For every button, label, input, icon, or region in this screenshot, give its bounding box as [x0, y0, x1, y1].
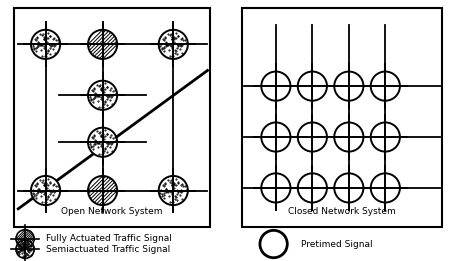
Ellipse shape	[259, 230, 287, 258]
Ellipse shape	[261, 122, 290, 152]
Ellipse shape	[16, 240, 34, 258]
Ellipse shape	[88, 81, 117, 110]
Bar	[14, 8, 209, 227]
Ellipse shape	[297, 173, 326, 203]
Ellipse shape	[370, 173, 399, 203]
Ellipse shape	[88, 176, 117, 205]
Ellipse shape	[158, 30, 187, 59]
Ellipse shape	[261, 173, 290, 203]
Text: Open Network System: Open Network System	[61, 207, 162, 216]
Ellipse shape	[334, 173, 363, 203]
Text: Closed Network System: Closed Network System	[288, 207, 395, 216]
Text: Fully Actuated Traffic Signal: Fully Actuated Traffic Signal	[46, 234, 172, 243]
Ellipse shape	[261, 72, 290, 101]
Ellipse shape	[31, 30, 60, 59]
Ellipse shape	[88, 30, 117, 59]
Ellipse shape	[297, 72, 326, 101]
Ellipse shape	[88, 128, 117, 157]
Ellipse shape	[31, 176, 60, 205]
Text: Pretimed Signal: Pretimed Signal	[300, 240, 372, 248]
Ellipse shape	[334, 122, 363, 152]
Bar	[241, 8, 441, 227]
Text: Semiactuated Traffic Signal: Semiactuated Traffic Signal	[46, 245, 170, 254]
Ellipse shape	[16, 230, 34, 248]
Ellipse shape	[334, 72, 363, 101]
Ellipse shape	[370, 122, 399, 152]
Ellipse shape	[158, 176, 187, 205]
Ellipse shape	[297, 122, 326, 152]
Ellipse shape	[370, 72, 399, 101]
